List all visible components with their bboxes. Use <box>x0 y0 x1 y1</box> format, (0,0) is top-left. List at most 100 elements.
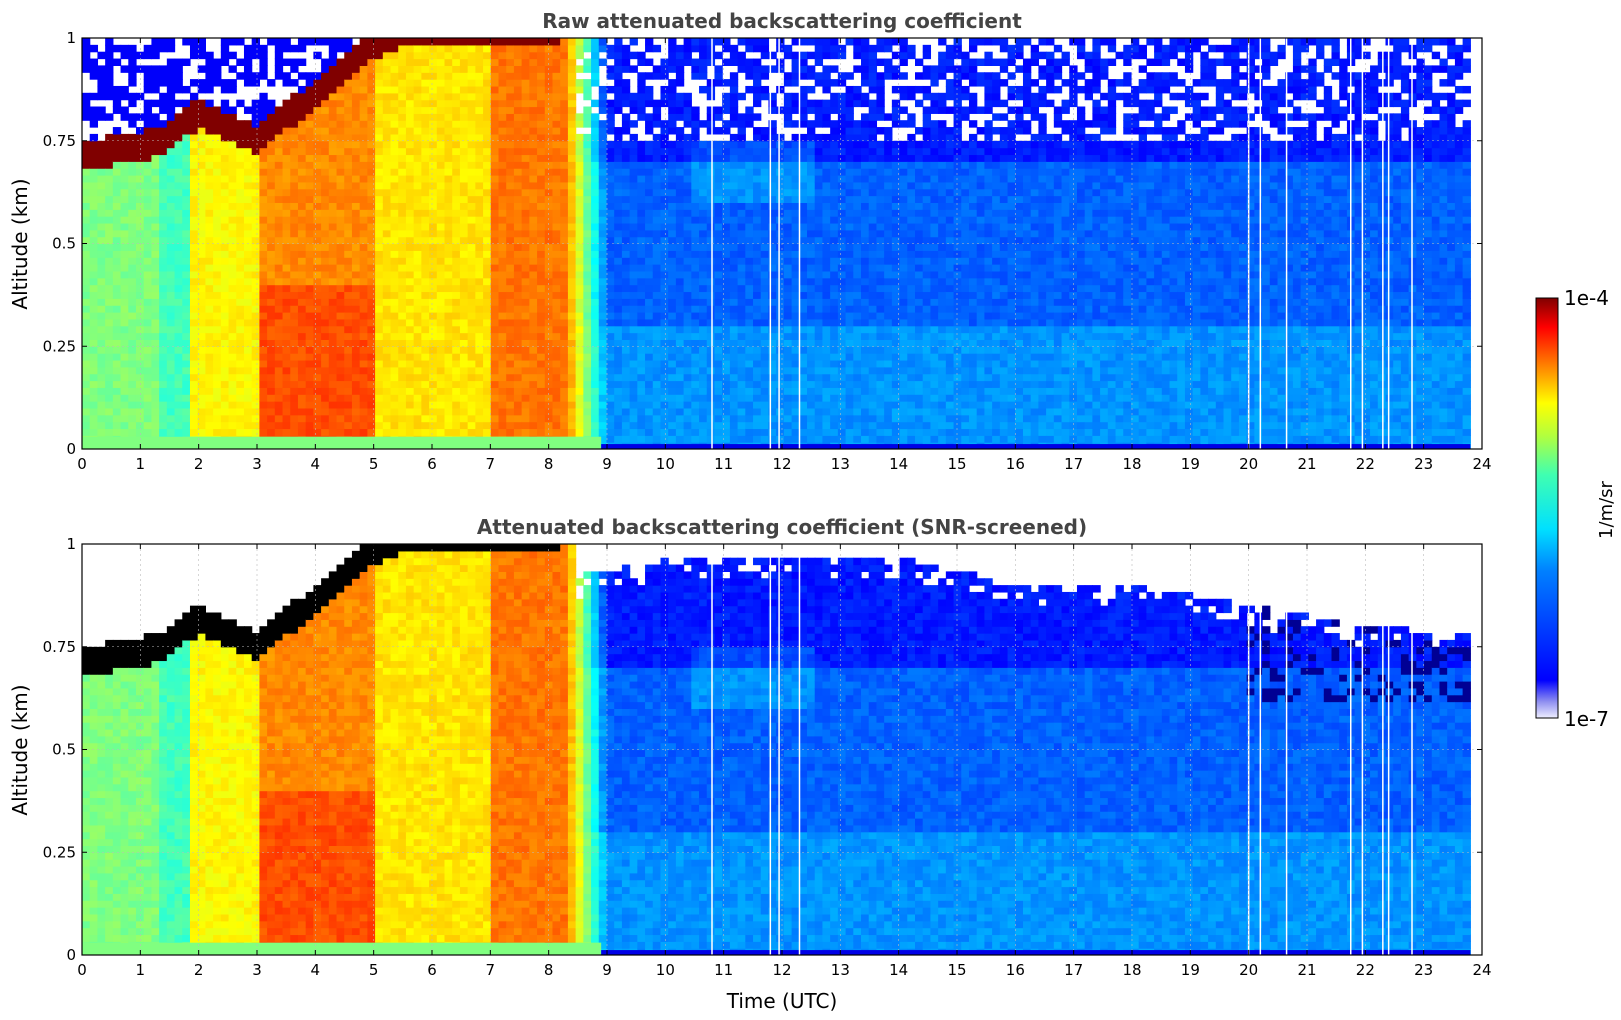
heatmap-cell <box>344 195 353 203</box>
heatmap-cell <box>722 99 731 108</box>
heatmap-cell <box>197 99 206 108</box>
heatmap-cell <box>128 407 137 416</box>
heatmap-cell <box>729 318 739 327</box>
heatmap-cell <box>151 339 160 347</box>
heatmap-cell <box>205 407 214 416</box>
heatmap-cell <box>405 407 415 416</box>
heatmap-cell <box>498 222 507 231</box>
heatmap-cell <box>745 264 754 272</box>
heatmap-cell <box>398 202 407 210</box>
heatmap-cell <box>552 51 561 60</box>
heatmap-cell <box>328 270 338 279</box>
heatmap-cell <box>290 106 299 114</box>
heatmap-cell <box>367 209 376 217</box>
heatmap-cell <box>699 428 708 436</box>
heatmap-cell <box>745 188 754 197</box>
heatmap-cell <box>444 188 453 197</box>
heatmap-cell <box>228 318 237 327</box>
heatmap-cell <box>297 236 307 245</box>
heatmap-cell <box>521 229 530 238</box>
heatmap-cell <box>220 120 230 128</box>
heatmap-cell <box>606 222 615 231</box>
heatmap-cell <box>529 140 538 149</box>
heatmap-cell <box>197 85 206 94</box>
heatmap-cell <box>274 312 284 320</box>
heatmap-cell <box>691 407 700 416</box>
heatmap-cell <box>398 113 407 121</box>
heatmap-cell <box>575 85 584 94</box>
heatmap-cell <box>706 366 716 375</box>
heatmap-cell <box>729 243 739 251</box>
heatmap-cell <box>189 305 199 313</box>
heatmap-cell <box>513 147 523 156</box>
heatmap-cell <box>606 312 615 320</box>
heatmap-cell <box>205 305 214 313</box>
heatmap-cell <box>112 284 122 293</box>
heatmap-cell <box>344 133 353 142</box>
heatmap-cell <box>444 270 453 279</box>
heatmap-cell <box>583 85 592 94</box>
heatmap-cell <box>490 332 500 340</box>
heatmap-cell <box>459 154 469 162</box>
heatmap-cell <box>313 394 322 402</box>
heatmap-cell <box>753 202 762 210</box>
heatmap-cell <box>274 236 284 245</box>
heatmap-cell <box>267 195 276 203</box>
heatmap-cell <box>336 291 345 299</box>
heatmap-cell <box>706 202 716 210</box>
heatmap-cell <box>660 435 669 443</box>
heatmap-cell <box>151 51 160 60</box>
heatmap-cell <box>645 72 654 80</box>
heatmap-cell <box>621 229 631 238</box>
heatmap-cell <box>251 298 260 306</box>
heatmap-cell <box>251 113 260 121</box>
heatmap-cell <box>583 421 592 430</box>
heatmap-cell <box>637 168 646 176</box>
heatmap-cell <box>151 250 160 258</box>
heatmap-cell <box>483 318 492 327</box>
heatmap-cell <box>529 236 538 245</box>
heatmap-cell <box>652 161 662 169</box>
heatmap-cell <box>305 394 314 402</box>
heatmap-cell <box>328 106 338 114</box>
heatmap-cell <box>706 421 716 430</box>
heatmap-cell <box>475 202 484 210</box>
heatmap-cell <box>513 92 523 101</box>
heatmap-cell <box>591 168 600 176</box>
heatmap-cell <box>243 380 253 388</box>
heatmap-cell <box>120 216 129 224</box>
heatmap-cell <box>197 394 206 402</box>
heatmap-cell <box>598 373 608 382</box>
heatmap-cell <box>683 120 692 128</box>
heatmap-cell <box>182 277 191 286</box>
heatmap-cell <box>722 250 731 258</box>
heatmap-cell <box>444 325 453 334</box>
heatmap-cell <box>174 270 183 279</box>
heatmap-cell <box>375 394 384 402</box>
heatmap-cell <box>259 305 268 313</box>
heatmap-cell <box>367 38 376 46</box>
heatmap-cell <box>390 414 399 423</box>
heatmap-cell <box>567 168 577 176</box>
heatmap-cell <box>490 79 500 87</box>
heatmap-cell <box>382 195 392 203</box>
heatmap-cell <box>606 127 615 135</box>
heatmap-cell <box>706 79 716 87</box>
heatmap-cell <box>621 346 631 354</box>
heatmap-cell <box>398 243 407 251</box>
heatmap-cell <box>475 421 484 430</box>
heatmap-cell <box>344 72 353 80</box>
heatmap-cell <box>706 257 716 265</box>
heatmap-cell <box>529 339 538 347</box>
heatmap-cell <box>421 222 430 231</box>
heatmap-cell <box>699 58 708 66</box>
heatmap-cell <box>413 202 422 210</box>
heatmap-cell <box>413 401 422 409</box>
heatmap-cell <box>228 168 237 176</box>
heatmap-cell <box>351 394 361 402</box>
heatmap-cell <box>575 175 584 183</box>
heatmap-cell <box>552 346 561 354</box>
heatmap-cell <box>120 291 129 299</box>
heatmap-cell <box>390 305 399 313</box>
heatmap-cell <box>529 106 538 114</box>
